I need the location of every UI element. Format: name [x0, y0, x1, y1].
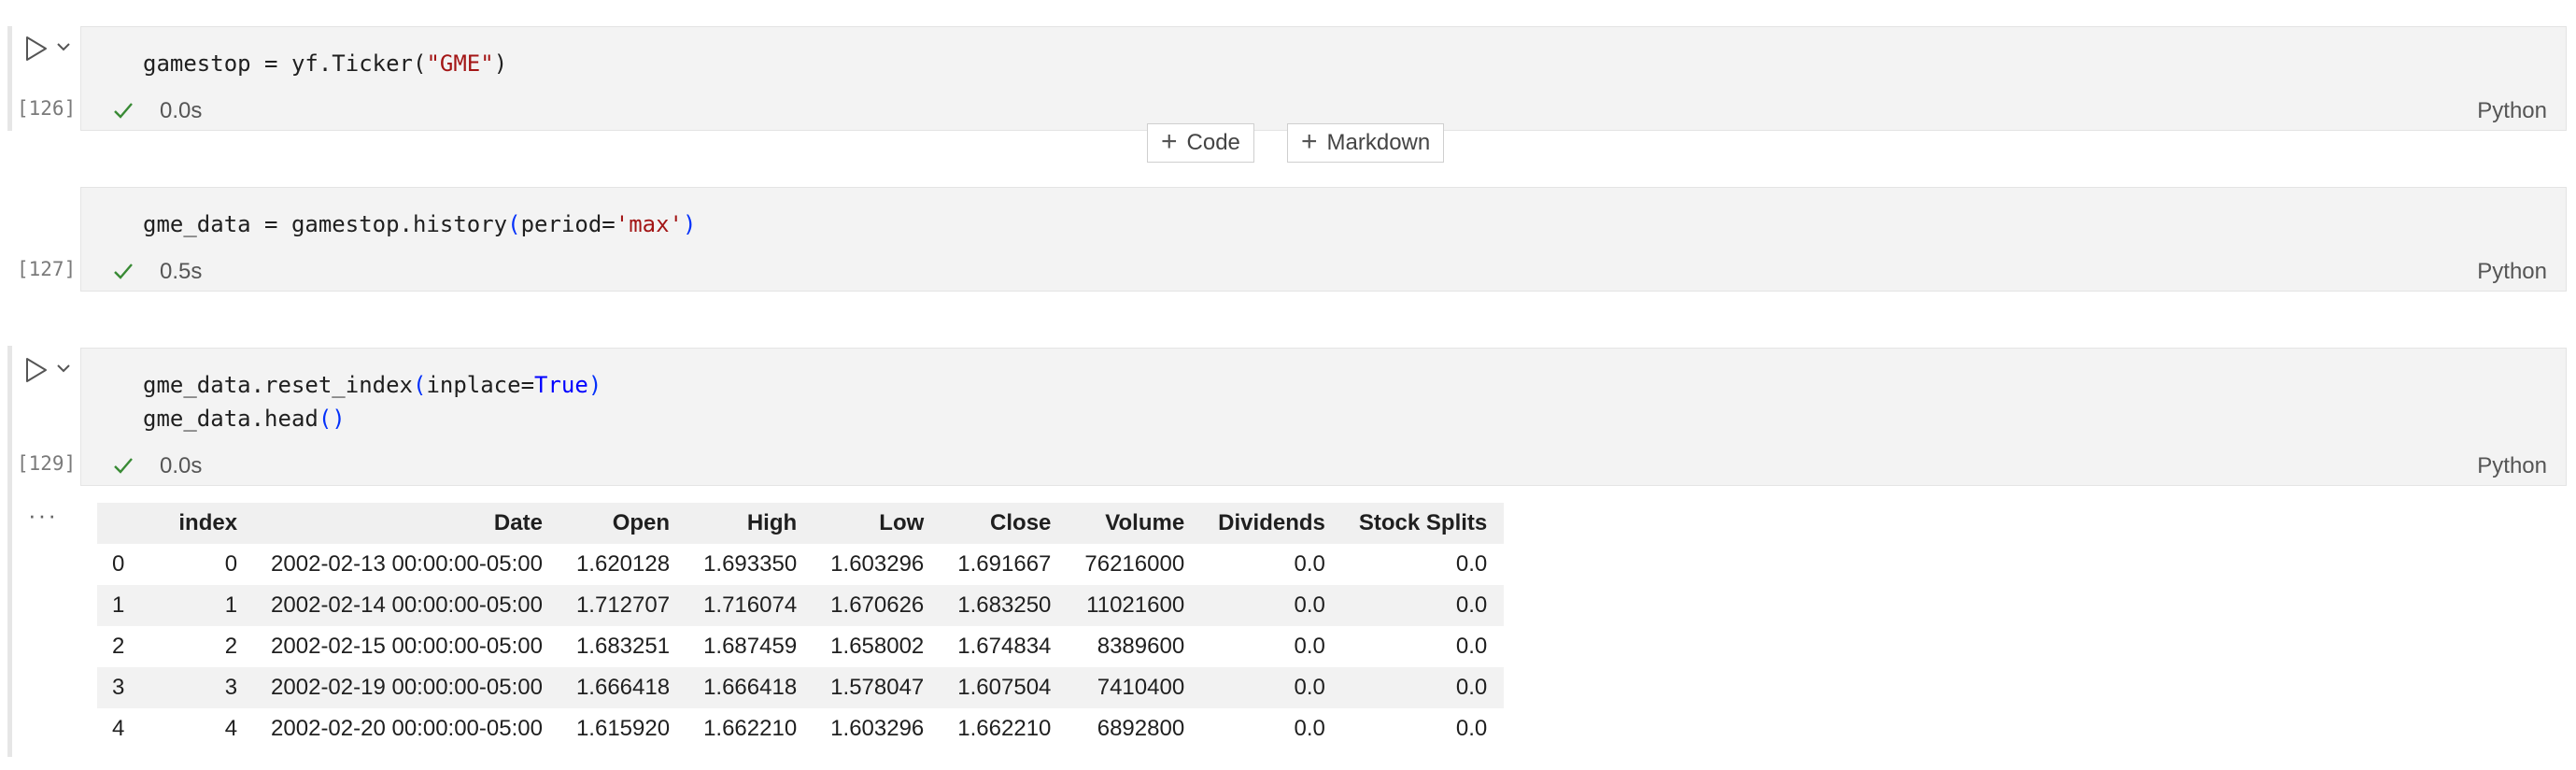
code-line[interactable]: gme_data.head() — [143, 406, 346, 432]
checkmark-icon — [114, 103, 133, 119]
add-code-cell-button[interactable]: + Code — [1147, 123, 1254, 163]
code-line[interactable]: gamestop = yf.Ticker("GME") — [143, 50, 508, 77]
code-line[interactable]: gme_data = gamestop.history(period='max'… — [143, 211, 697, 237]
table-cell: 0.0 — [1201, 585, 1342, 626]
table-cell: 0.0 — [1201, 708, 1342, 749]
table-cell: 2 — [97, 626, 163, 667]
table-cell: 0.0 — [1341, 585, 1505, 626]
table-cell: 4 — [97, 708, 163, 749]
table-cell: 2002-02-13 00:00:00-05:00 — [254, 544, 559, 585]
column-header: Stock Splits — [1341, 503, 1505, 544]
table-cell: 0.0 — [1201, 626, 1342, 667]
table-cell: 1.607504 — [941, 667, 1069, 708]
table-cell: 3 — [162, 667, 255, 708]
play-triangle-icon[interactable] — [24, 36, 49, 62]
table-cell: 2002-02-15 00:00:00-05:00 — [254, 626, 559, 667]
checkmark-icon — [114, 458, 133, 474]
table-cell: 1.691667 — [941, 544, 1069, 585]
cell-language[interactable]: Python — [2477, 453, 2547, 478]
column-header: Date — [254, 503, 559, 544]
table-cell: 0 — [162, 544, 255, 585]
table-header-row: index Date Open High Low Close Volume Di… — [97, 503, 1505, 544]
table-cell: 1.712707 — [559, 585, 687, 626]
cell-focus-rail — [7, 26, 12, 131]
column-header: Close — [941, 503, 1069, 544]
table-cell: 0.0 — [1341, 708, 1505, 749]
column-header: Volume — [1068, 503, 1202, 544]
table-cell: 1.578047 — [814, 667, 941, 708]
add-markdown-cell-button[interactable]: + Markdown — [1287, 123, 1445, 163]
table-cell: 2002-02-20 00:00:00-05:00 — [254, 708, 559, 749]
table-row: 0 0 2002-02-13 00:00:00-05:00 1.620128 1.693… — [97, 544, 1505, 585]
code-cell[interactable]: gme_data = gamestop.history(period='max'… — [80, 187, 2567, 292]
table-cell: 3 — [97, 667, 163, 708]
column-header — [97, 503, 163, 544]
table-cell: 1.716074 — [686, 585, 814, 626]
add-code-label: Code — [1186, 130, 1240, 155]
table-cell: 2002-02-14 00:00:00-05:00 — [254, 585, 559, 626]
table-cell: 8389600 — [1068, 626, 1202, 667]
column-header: Low — [814, 503, 941, 544]
column-header: index — [162, 503, 255, 544]
cell-language[interactable]: Python — [2477, 98, 2547, 123]
cell-language[interactable]: Python — [2477, 259, 2547, 284]
column-header: High — [686, 503, 814, 544]
column-header: Dividends — [1201, 503, 1342, 544]
chevron-down-icon[interactable] — [56, 363, 71, 374]
checkmark-icon — [114, 264, 133, 279]
table-cell: 7410400 — [1068, 667, 1202, 708]
table-row: 2 2 2002-02-15 00:00:00-05:00 1.683251 1.687… — [97, 626, 1505, 667]
table-cell: 1.603296 — [814, 708, 941, 749]
table-cell: 1.658002 — [814, 626, 941, 667]
table-cell: 1.662210 — [686, 708, 814, 749]
table-cell: 1.666418 — [559, 667, 687, 708]
table-cell: 0.0 — [1341, 626, 1505, 667]
table-cell: 1.687459 — [686, 626, 814, 667]
table-cell: 1 — [162, 585, 255, 626]
table-cell: 11021600 — [1068, 585, 1202, 626]
chevron-down-icon[interactable] — [56, 41, 71, 52]
execution-count: [127] — [17, 258, 77, 280]
play-triangle-icon[interactable] — [24, 357, 49, 383]
table-cell: 0 — [97, 544, 163, 585]
code-line[interactable]: gme_data.reset_index(inplace=True) — [143, 372, 602, 398]
table-cell: 1.683250 — [941, 585, 1069, 626]
table-row: 3 3 2002-02-19 00:00:00-05:00 1.666418 1.666… — [97, 667, 1505, 708]
table-row: 4 4 2002-02-20 00:00:00-05:00 1.615920 1.662… — [97, 708, 1505, 749]
plus-icon: + — [1161, 126, 1178, 157]
add-markdown-label: Markdown — [1326, 130, 1431, 155]
table-cell: 1.666418 — [686, 667, 814, 708]
table-cell: 1.662210 — [941, 708, 1069, 749]
table-cell: 0.0 — [1201, 544, 1342, 585]
table-cell: 1.683251 — [559, 626, 687, 667]
execution-duration: 0.5s — [160, 259, 203, 284]
execution-duration: 0.0s — [160, 98, 203, 123]
column-header: Open — [559, 503, 687, 544]
code-cell[interactable]: gamestop = yf.Ticker("GME") 0.0s Python — [80, 26, 2567, 131]
table-cell: 1.620128 — [559, 544, 687, 585]
table-cell: 0.0 — [1341, 667, 1505, 708]
table-cell: 1.670626 — [814, 585, 941, 626]
dataframe-output-table: index Date Open High Low Close Volume Di… — [97, 503, 1505, 749]
table-cell: 1.674834 — [941, 626, 1069, 667]
table-row: 1 1 2002-02-14 00:00:00-05:00 1.712707 1.716… — [97, 585, 1505, 626]
code-cell[interactable]: gme_data.reset_index(inplace=True) gme_d… — [80, 348, 2567, 486]
table-cell: 4 — [162, 708, 255, 749]
execution-count: [129] — [17, 452, 77, 475]
plus-icon: + — [1301, 126, 1318, 157]
output-more-actions-button[interactable]: ··· — [28, 501, 58, 529]
execution-count: [126] — [17, 97, 77, 120]
table-cell: 2 — [162, 626, 255, 667]
table-cell: 0.0 — [1341, 544, 1505, 585]
execution-duration: 0.0s — [160, 453, 203, 478]
table-cell: 1.693350 — [686, 544, 814, 585]
table-cell: 2002-02-19 00:00:00-05:00 — [254, 667, 559, 708]
table-cell: 76216000 — [1068, 544, 1202, 585]
table-cell: 1 — [97, 585, 163, 626]
cell-focus-rail — [7, 346, 12, 757]
table-cell: 1.615920 — [559, 708, 687, 749]
table-cell: 1.603296 — [814, 544, 941, 585]
table-cell: 0.0 — [1201, 667, 1342, 708]
table-cell: 6892800 — [1068, 708, 1202, 749]
